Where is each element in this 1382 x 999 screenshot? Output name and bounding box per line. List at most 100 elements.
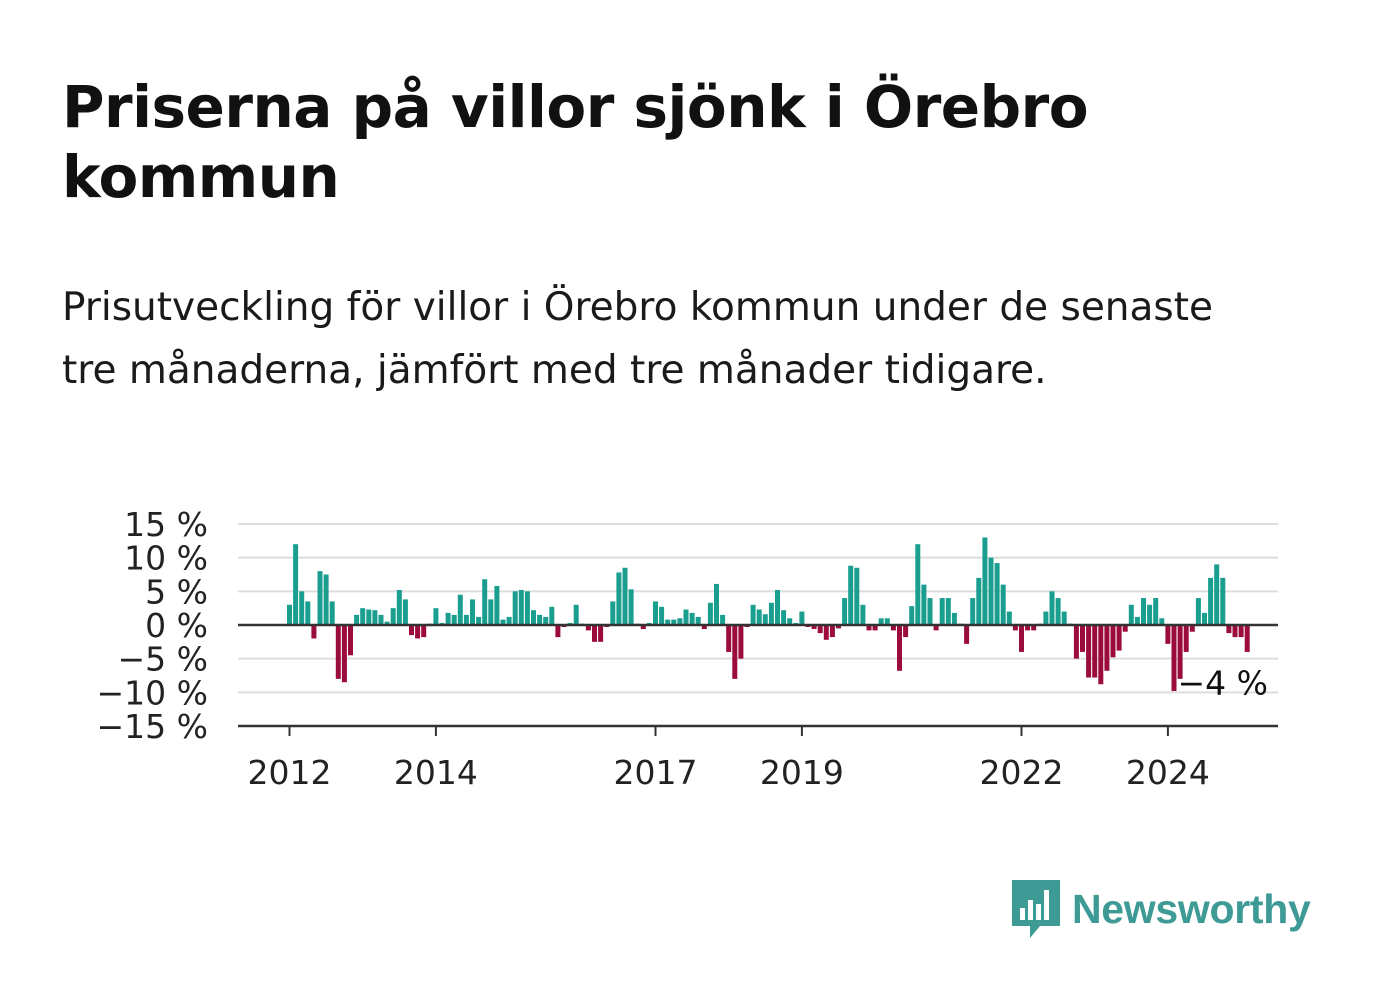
bar xyxy=(1195,598,1201,625)
bar xyxy=(860,604,866,625)
bar xyxy=(1141,598,1146,625)
bar xyxy=(762,614,768,625)
bar xyxy=(293,544,299,625)
bar xyxy=(775,589,780,625)
bar xyxy=(402,599,408,625)
bar xyxy=(506,616,512,625)
x-tick-label: 2019 xyxy=(760,753,844,792)
y-tick-label: 10 % xyxy=(124,539,208,578)
bar xyxy=(1232,625,1238,638)
bar xyxy=(1006,611,1012,625)
bar xyxy=(695,616,701,625)
bar xyxy=(512,591,518,625)
bar xyxy=(1147,604,1153,625)
bar xyxy=(750,604,756,625)
bar xyxy=(848,565,854,625)
bar xyxy=(903,625,909,638)
bar xyxy=(799,611,805,625)
bar xyxy=(1086,625,1092,678)
y-tick-label: 5 % xyxy=(145,572,208,611)
bar xyxy=(390,608,396,625)
bar xyxy=(482,579,488,625)
bar xyxy=(360,608,366,625)
bar xyxy=(610,601,616,625)
bar xyxy=(890,625,896,631)
bar xyxy=(653,601,658,625)
bar xyxy=(823,625,829,640)
bar xyxy=(976,577,982,625)
bar xyxy=(1238,625,1244,638)
bar xyxy=(836,625,841,629)
x-tick-label: 2024 xyxy=(1126,753,1210,792)
bar xyxy=(970,598,976,625)
bar xyxy=(878,618,884,625)
bar xyxy=(555,625,561,638)
y-tick-label: −10 % xyxy=(97,673,209,712)
bar xyxy=(884,618,890,625)
bar xyxy=(616,572,622,625)
bar xyxy=(1214,564,1220,625)
last-value-label: −4 % xyxy=(1178,663,1269,702)
bar xyxy=(1049,591,1055,625)
bar xyxy=(1098,625,1104,685)
bar xyxy=(451,614,457,625)
bar xyxy=(897,625,902,671)
bar xyxy=(1043,611,1049,625)
bar xyxy=(287,604,292,625)
bar xyxy=(421,625,427,638)
bar xyxy=(1012,625,1018,631)
x-tick-label: 2017 xyxy=(614,753,698,792)
bar xyxy=(842,598,848,625)
bar xyxy=(671,619,677,625)
bar xyxy=(409,625,414,636)
bar xyxy=(1189,625,1195,632)
bar xyxy=(1159,618,1165,625)
bar xyxy=(1122,625,1128,632)
newsworthy-logo: Newsworthy xyxy=(1010,878,1311,940)
bar xyxy=(305,601,311,625)
bar xyxy=(1208,577,1214,625)
bar xyxy=(354,614,360,625)
bar xyxy=(915,544,921,625)
bar xyxy=(628,589,634,625)
bar xyxy=(415,625,421,639)
bar xyxy=(756,609,762,625)
bar xyxy=(1000,584,1006,625)
bar xyxy=(476,616,482,625)
bar xyxy=(1073,625,1079,659)
bar xyxy=(921,584,927,625)
bar xyxy=(463,614,469,625)
newsworthy-chart-bubble-icon xyxy=(1012,880,1060,938)
bar xyxy=(311,625,317,639)
bar xyxy=(598,625,604,642)
bar xyxy=(933,625,939,631)
bar xyxy=(1134,616,1140,625)
bar xyxy=(378,614,384,625)
bar xyxy=(951,612,957,625)
bar xyxy=(445,612,451,625)
bar xyxy=(341,625,347,683)
bar xyxy=(500,619,506,625)
bar xyxy=(1116,625,1122,651)
bar xyxy=(781,610,787,625)
bar xyxy=(640,625,646,630)
bar xyxy=(677,618,683,625)
bar xyxy=(592,625,597,642)
bar xyxy=(372,610,378,625)
bar xyxy=(1080,625,1085,652)
bar xyxy=(1031,625,1037,631)
bar xyxy=(537,614,543,625)
bar xyxy=(1110,625,1116,658)
bar xyxy=(665,619,671,625)
bar xyxy=(982,537,988,625)
bar xyxy=(854,567,860,625)
bar xyxy=(1128,604,1134,625)
bar xyxy=(622,567,628,625)
logo-text: Newsworthy xyxy=(1072,885,1311,932)
bar xyxy=(335,625,341,679)
bar xyxy=(811,625,817,630)
bar xyxy=(329,601,335,625)
bar xyxy=(1019,625,1024,652)
bar xyxy=(549,606,555,625)
bar xyxy=(470,599,475,625)
